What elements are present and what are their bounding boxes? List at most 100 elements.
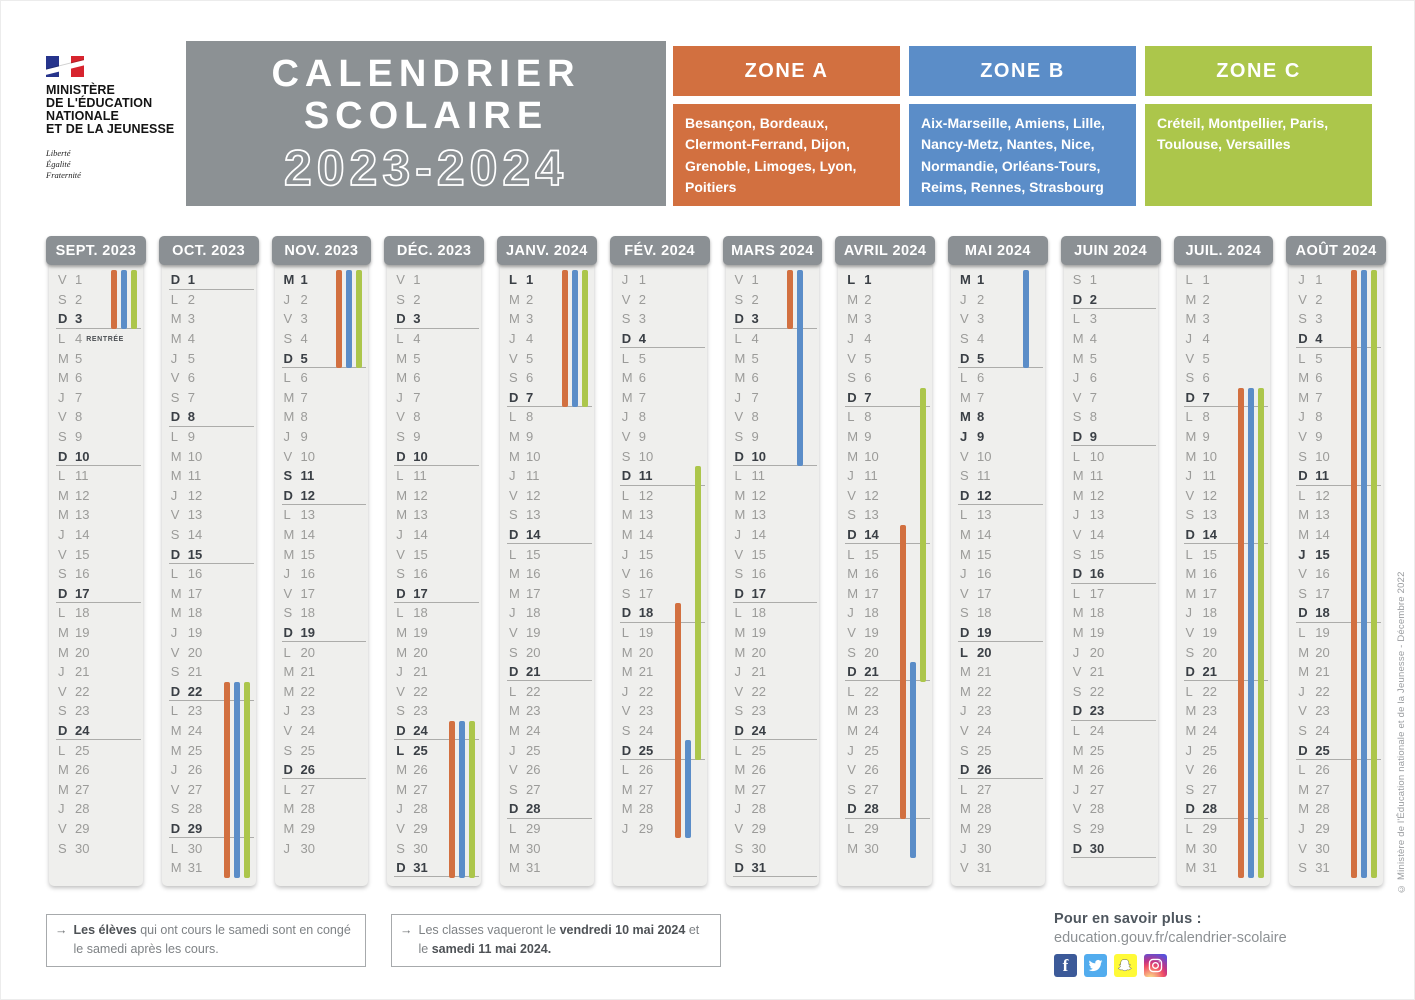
month-header: NOV. 2023 [271,236,372,265]
day-number: 6 [300,370,308,386]
day-row: V 28 [1064,799,1158,819]
day-row: V 29 [726,819,820,839]
day-letter: J [1185,468,1193,484]
day-row: S 11 [951,466,1045,486]
day-letter: M [509,429,520,445]
snapchat-icon[interactable] [1114,954,1137,977]
day-row: D 11 [1289,466,1383,486]
day-number: 24 [977,722,992,738]
day-number: 14 [75,527,90,543]
day-row: J 18 [500,603,594,623]
day-row: M 27 [1289,779,1383,799]
day-row: D 25 [1289,740,1383,760]
day-letter: M [283,664,295,680]
twitter-icon[interactable] [1084,954,1107,977]
day-row: M 19 [726,623,820,643]
day-letter: J [170,762,178,778]
day-letter: L [847,409,855,425]
day-number: 7 [1089,389,1097,405]
day-letter: D [847,801,857,817]
day-row: M 13 [726,505,820,525]
day-row: D 23 [1064,701,1158,721]
month-header: JUIL. 2024 [1173,236,1274,265]
day-letter: V [960,585,969,601]
calendar-url[interactable]: education.gouv.fr/calendrier-scolaire [1054,930,1287,946]
day-row: M 14 [1289,525,1383,545]
instagram-icon[interactable] [1144,954,1167,977]
day-number: 1 [1202,272,1210,288]
day-row: V 17 [275,584,369,604]
day-letter: V [734,272,744,288]
day-number: 7 [413,389,421,405]
day-number: 23 [413,703,428,719]
day-letter: J [960,840,967,856]
day-letter: V [58,820,67,836]
day-letter: M [960,409,971,425]
day-letter: S [58,840,67,856]
day-number: 26 [300,762,315,778]
day-number: 10 [751,448,766,464]
day-number: 11 [187,468,202,484]
day-letter: D [734,722,744,738]
day-number: 26 [413,762,428,778]
vacation-bar-zone-a [223,681,230,878]
day-letter: M [734,487,746,503]
day-row: J 25 [838,740,932,760]
arrow-icon: → [400,923,413,937]
day-number: 26 [1315,762,1330,778]
month-days: D 1 L 2 M 3 M 4 J 5 V 6 S 7 D 8 L 9 M 10 M 11 J 12 V 13 S 14 D 15 L 16 M… [161,262,256,886]
month-column: AVRIL 2024 L 1 M 2 M 3 J 4 V 5 S 6 D 7 L 8 M 9 M 10 J 11 V 12 S 13… [835,236,935,886]
day-row: S 17 [1289,584,1383,604]
month-column: DÉC. 2023 V 1 S 2 D 3 L 4 M 5 M 6 J 7 V 8 S 9 D 10 L 11 M 12 M 13 J… [384,236,484,886]
day-number: 3 [1089,311,1097,327]
day-number: 2 [1089,291,1097,307]
day-number: 23 [1315,703,1330,719]
day-row: D 24 [49,721,143,741]
day-row: D 14 [1177,525,1271,545]
day-number: 12 [526,487,541,503]
day-letter: V [396,272,405,288]
day-letter: M [1072,742,1084,758]
vacation-bar-zone-c [469,720,475,878]
day-number: 27 [413,781,428,797]
day-row: D 10 [49,446,143,466]
day-letter: J [58,527,65,543]
day-letter: M [58,644,69,660]
day-row: J 20 [1064,642,1158,662]
day-letter: J [396,527,403,543]
day-number: 7 [526,389,534,405]
day-row: D 25 [613,740,707,760]
day-number: 9 [1202,429,1210,445]
day-row: V 20 [162,642,256,662]
day-number: 14 [977,527,992,543]
day-row: V 12 [838,486,932,506]
day-number: 28 [1202,801,1217,817]
day-letter: J [509,468,516,484]
day-number: 4 [638,331,646,347]
month-days: M 1 J 2 V 3 S 4 D 5 L 6 M 7 M 8 J 9 V 10 S 11 D 12 L 13 M 14 M 15 J 16 V… [951,262,1045,886]
day-letter: M [1298,507,1310,523]
month-days: V 1 S 2 D 3 L 4 M 5 M 6 J 7 V 8 S 9 D 10 L 11 M 12 M 13 J 14 V 15 S 16 D… [725,262,820,886]
month-days: M 1 J 2 V 3 S 4 D 5 L 6 M 7 M 8 J 9 V 10 S 11 D 12 L 13 M 14 M 15 J 16 V… [274,262,369,886]
month-days: L 1 M 2 M 3 J 4 V 5 S 6 D 7 L 8 M 9 M 10 J 11 V 12 S 13 D 14 L 15 M 16 M… [500,262,594,886]
day-number: 25 [638,742,654,758]
day-number: 16 [526,566,541,582]
day-row: M 22 [951,681,1045,701]
day-number: 13 [1089,507,1105,523]
facebook-icon[interactable]: f [1054,954,1077,977]
day-number: 18 [1089,605,1105,621]
day-letter: V [1185,350,1195,366]
day-letter: J [1298,272,1305,288]
month-column: AOÛT 2024 J 1 V 2 S 3 D 4 L 5 M 6 M 7 J 8 V 9 S 10 D 11 L 12 M 13 M… [1286,236,1386,886]
day-row: S 28 [162,799,256,819]
day-letter: V [621,566,631,582]
day-number: 11 [1315,468,1329,484]
